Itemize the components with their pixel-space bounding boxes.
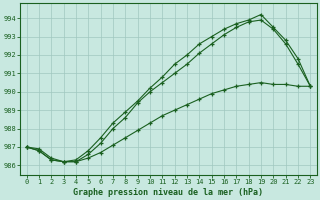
X-axis label: Graphe pression niveau de la mer (hPa): Graphe pression niveau de la mer (hPa) (74, 188, 263, 197)
